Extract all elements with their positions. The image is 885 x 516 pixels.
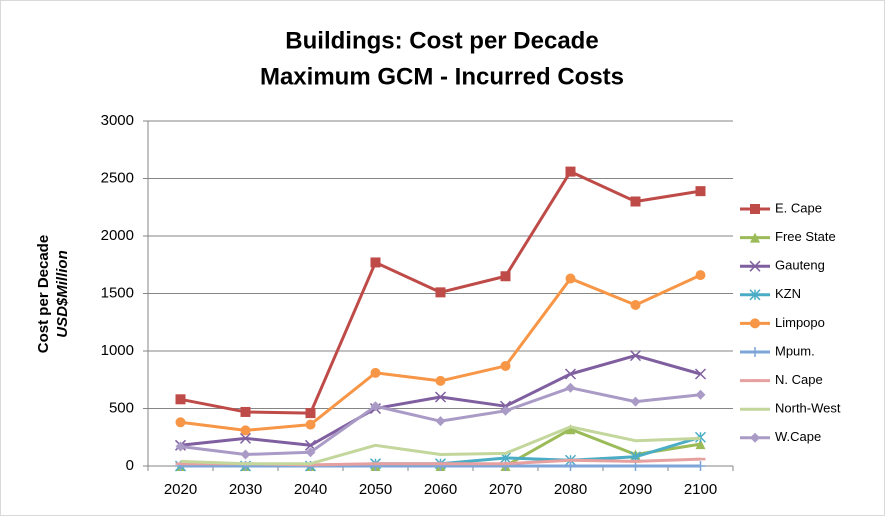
legend-label: Mpum. xyxy=(775,343,815,358)
marker xyxy=(175,417,186,428)
marker xyxy=(695,270,706,281)
marker xyxy=(750,232,760,243)
marker xyxy=(500,360,511,371)
chart-title: Buildings: Cost per Decade xyxy=(285,27,598,54)
chart-title: Maximum GCM - Incurred Costs xyxy=(260,63,624,90)
legend-label: E. Cape xyxy=(775,200,822,215)
marker xyxy=(695,461,706,471)
legend-label: N. Cape xyxy=(775,372,823,387)
y-axis-label: Cost per Decade xyxy=(35,235,52,353)
x-tick-label: 2100 xyxy=(684,481,717,498)
marker xyxy=(694,368,707,380)
x-tick-label: 2020 xyxy=(164,481,197,498)
x-tick-label: 2030 xyxy=(229,481,262,498)
marker xyxy=(565,273,576,284)
marker xyxy=(565,424,576,435)
marker xyxy=(749,289,761,301)
marker xyxy=(435,375,446,386)
marker xyxy=(240,406,251,417)
y-tick-label: 1000 xyxy=(101,342,134,359)
marker xyxy=(750,204,760,214)
legend-label: North-West xyxy=(775,401,841,416)
marker xyxy=(305,419,316,430)
marker xyxy=(434,391,447,403)
marker xyxy=(750,432,760,443)
y-tick-label: 2500 xyxy=(101,169,134,186)
series-line xyxy=(180,425,701,466)
marker xyxy=(565,166,576,177)
marker xyxy=(694,431,707,443)
marker xyxy=(749,260,761,272)
marker xyxy=(435,287,446,298)
marker xyxy=(370,367,381,378)
marker xyxy=(630,196,641,207)
x-tick-label: 2070 xyxy=(489,481,522,498)
marker xyxy=(564,368,577,380)
marker xyxy=(750,347,760,357)
x-tick-label: 2090 xyxy=(619,481,652,498)
x-tick-label: 2080 xyxy=(554,481,587,498)
y-tick-label: 3000 xyxy=(101,112,134,129)
marker xyxy=(370,401,381,412)
marker xyxy=(750,318,760,329)
legend-label: Free State xyxy=(775,229,836,244)
legend-label: W.Cape xyxy=(775,429,821,444)
marker xyxy=(630,396,641,407)
marker xyxy=(629,350,642,362)
marker xyxy=(695,186,706,197)
legend-label: Gauteng xyxy=(775,258,825,273)
marker xyxy=(565,461,576,471)
marker xyxy=(370,257,381,268)
marker xyxy=(305,447,316,458)
marker xyxy=(630,300,641,310)
marker xyxy=(435,416,446,427)
y-tick-label: 0 xyxy=(126,457,134,474)
legend-label: Limpopo xyxy=(775,315,825,330)
y-tick-label: 2000 xyxy=(101,227,134,244)
marker xyxy=(239,432,252,444)
marker xyxy=(695,389,706,400)
marker xyxy=(565,382,576,393)
marker xyxy=(305,408,316,419)
marker xyxy=(240,425,251,436)
marker xyxy=(500,405,511,416)
marker xyxy=(240,449,251,460)
legend-label: KZN xyxy=(775,286,801,301)
marker xyxy=(175,394,186,405)
marker xyxy=(500,271,511,282)
y-axis-label: USD$Million xyxy=(54,250,71,338)
y-tick-label: 1500 xyxy=(101,284,134,301)
x-tick-label: 2050 xyxy=(359,481,392,498)
x-tick-label: 2060 xyxy=(424,481,457,498)
y-tick-label: 500 xyxy=(109,399,134,416)
x-tick-label: 2040 xyxy=(294,481,327,498)
marker xyxy=(695,439,706,450)
marker xyxy=(175,441,186,452)
